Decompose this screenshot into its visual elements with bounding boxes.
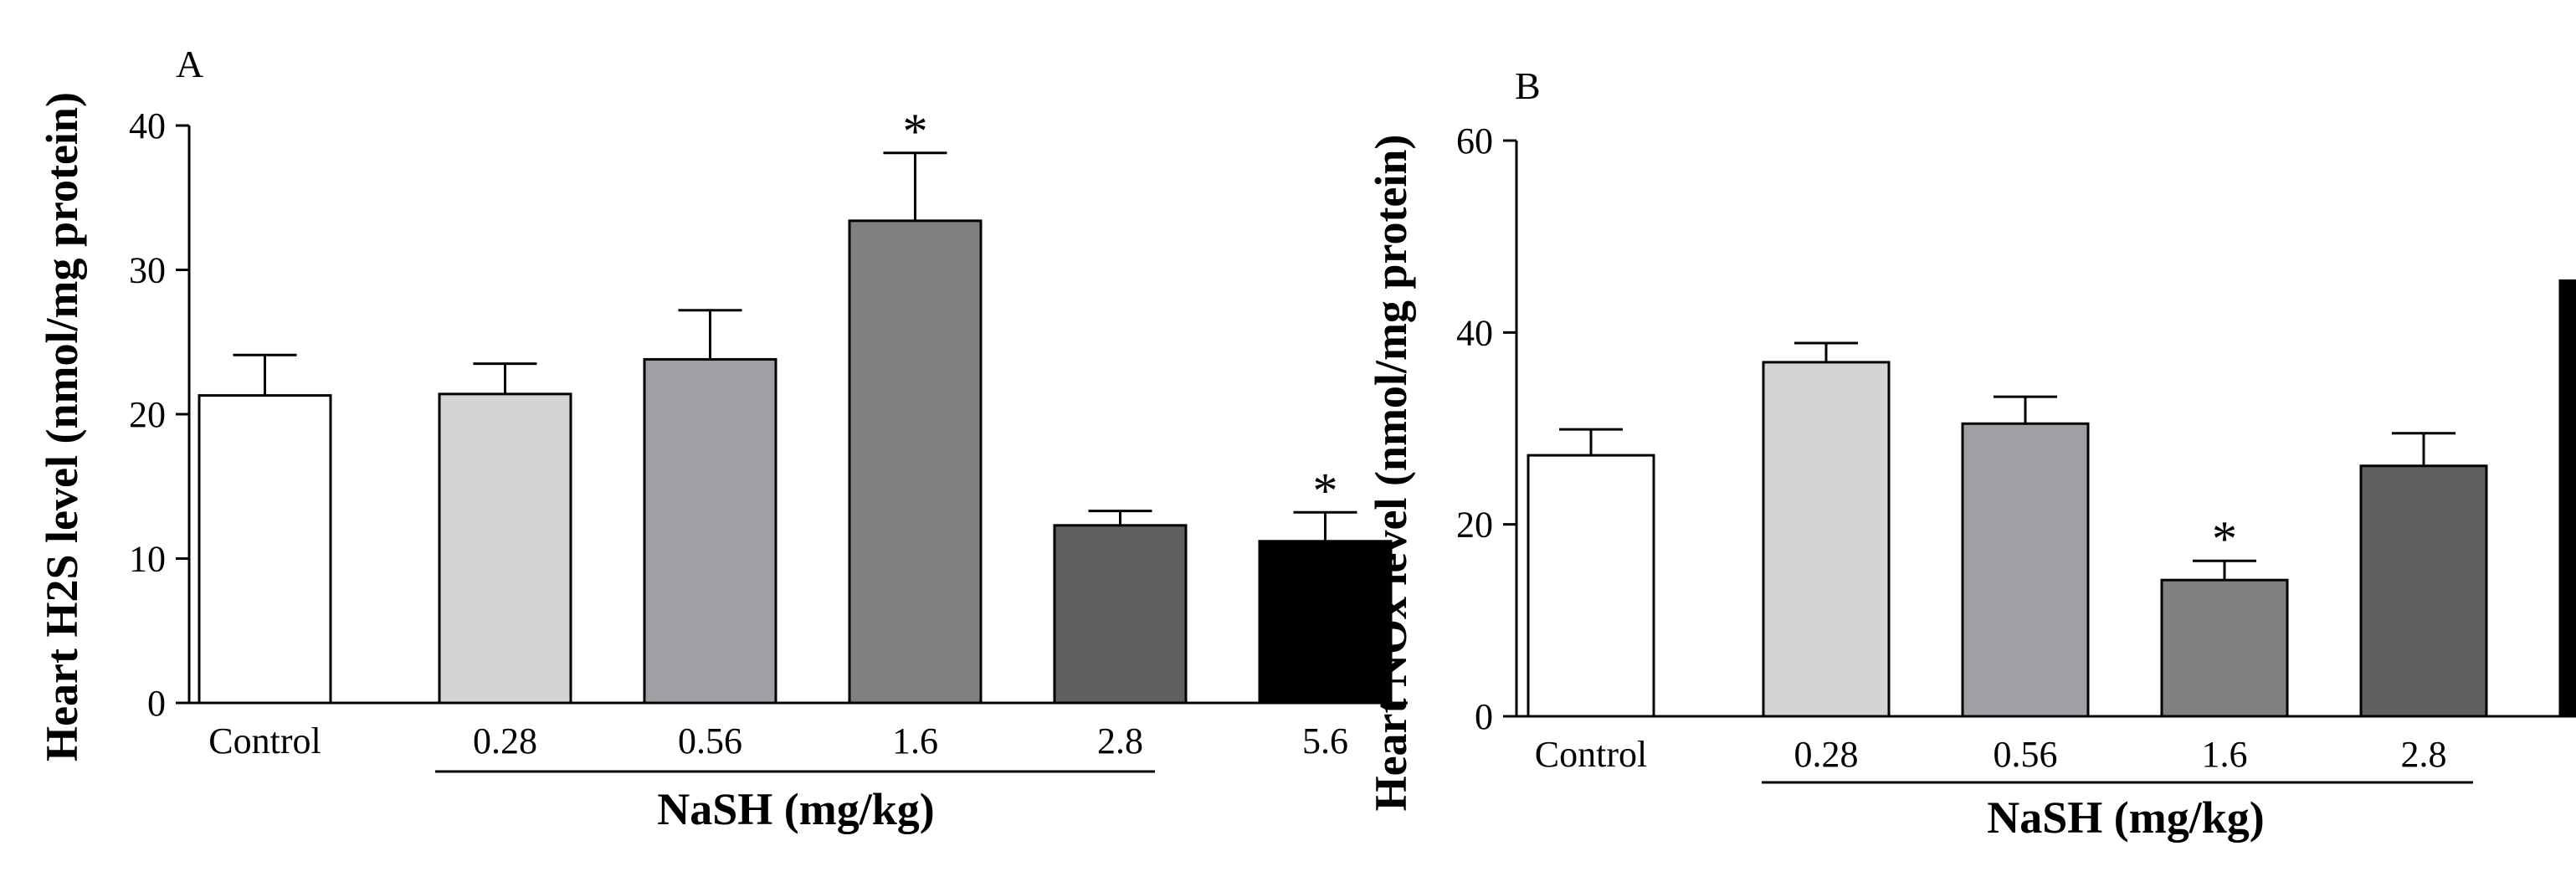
y-tick-label: 10 — [129, 539, 166, 580]
bar — [848, 219, 983, 705]
category-label: 0.56 — [1994, 734, 2058, 775]
category-label: 5.6 — [1302, 720, 1348, 761]
bar — [1258, 540, 1393, 705]
bar — [438, 392, 572, 705]
bar — [643, 357, 777, 705]
y-tick-label: 60 — [1456, 120, 1493, 162]
category-label: 1.6 — [892, 720, 938, 761]
bar — [198, 394, 332, 705]
category-label: 0.56 — [678, 720, 742, 761]
bar — [1961, 422, 2090, 718]
chart-panel-a: A Heart H2S level (nmol/mg protein) NaSH… — [37, 43, 1408, 834]
bar — [2160, 578, 2289, 718]
category-label: 1.6 — [2202, 734, 2248, 775]
y-tick-label: 30 — [129, 250, 166, 291]
y-tick-label: 0 — [147, 683, 166, 724]
bar — [1053, 524, 1188, 705]
y-tick-label: 40 — [1456, 312, 1493, 353]
category-label: 0.28 — [473, 720, 537, 761]
group-label: NaSH (mg/kg) — [1987, 792, 2265, 843]
bar — [2359, 464, 2488, 718]
y-tick-label: 20 — [1456, 505, 1493, 546]
bar — [1762, 361, 1891, 718]
significance-marker: * — [1313, 463, 1338, 518]
panel-label: B — [1515, 64, 1541, 107]
group-label: NaSH (mg/kg) — [657, 784, 935, 834]
category-label: 2.8 — [2401, 734, 2447, 775]
category-label: Control — [1535, 734, 1647, 775]
y-tick-label: 20 — [129, 394, 166, 435]
category-label: 0.28 — [1794, 734, 1859, 775]
y-axis-label: Heart NOx level (nmol/mg protein) — [1366, 135, 1416, 812]
significance-marker: * — [2212, 511, 2237, 567]
panel-label: A — [176, 43, 203, 85]
y-axis-label: Heart H2S level (nmol/mg protein) — [37, 92, 87, 761]
bar — [1527, 454, 1655, 718]
y-tick-label: 0 — [1475, 696, 1493, 737]
y-tick-label: 40 — [129, 105, 166, 146]
category-label: Control — [208, 720, 321, 761]
chart-panel-b: B Heart NOx level (nmol/mg protein) NaSH… — [1366, 64, 2576, 843]
significance-marker: * — [903, 104, 928, 159]
category-label: 2.8 — [1097, 720, 1143, 761]
bar — [2558, 279, 2576, 718]
